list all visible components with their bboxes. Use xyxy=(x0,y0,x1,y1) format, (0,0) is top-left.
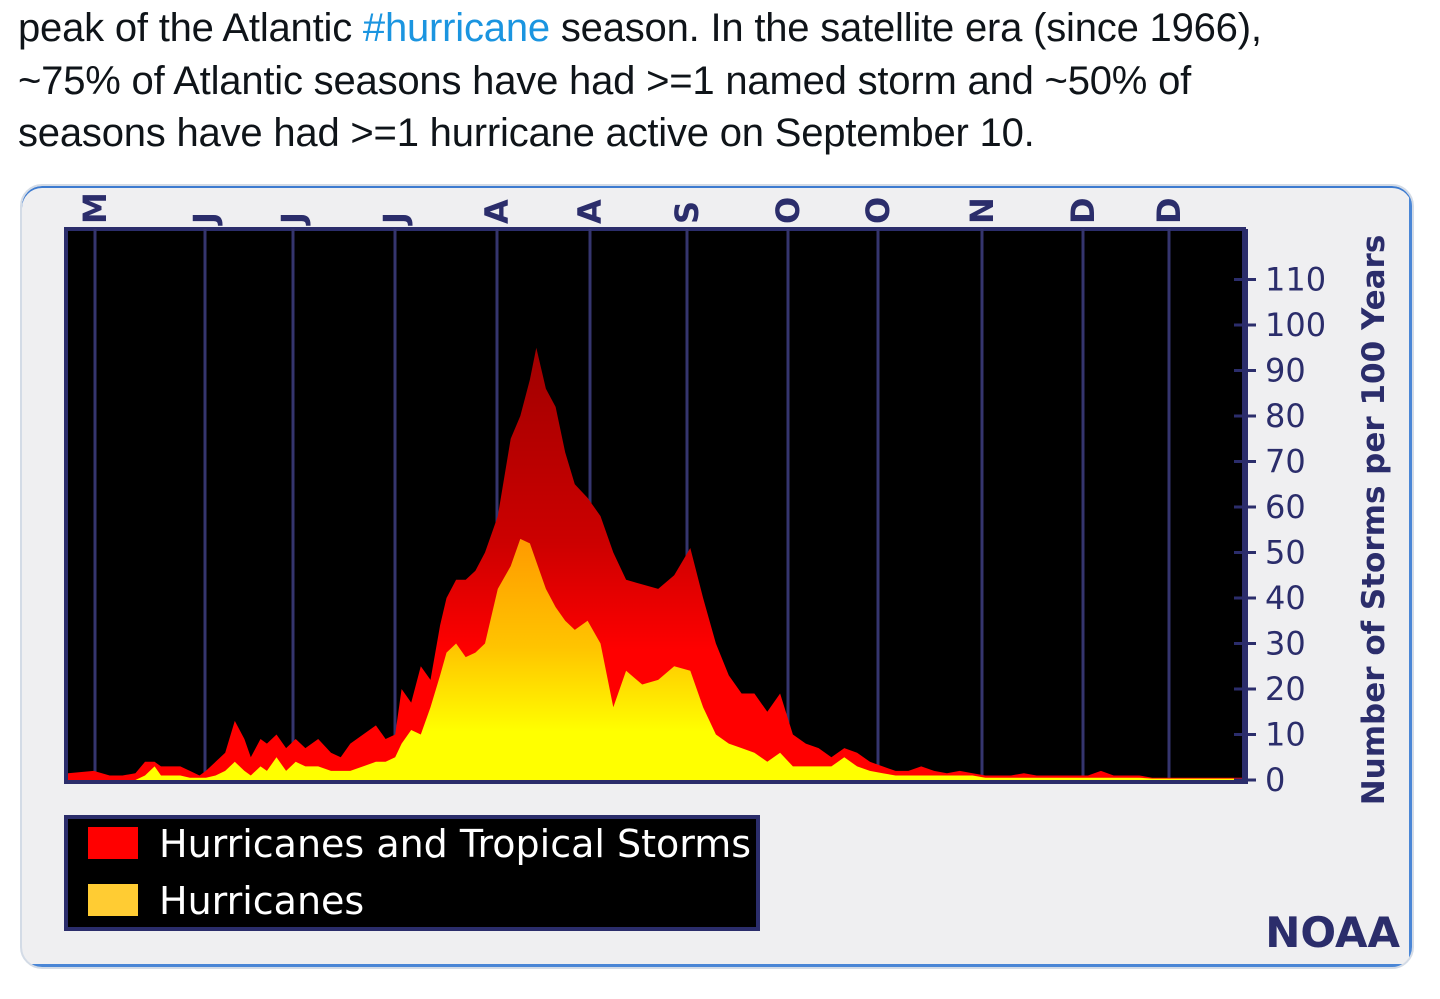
tweet-line-1-pre: peak of the Atlantic xyxy=(18,6,363,50)
month-label: O xyxy=(859,197,897,224)
month-label: J xyxy=(376,212,414,226)
y-tick-label: 90 xyxy=(1265,352,1306,390)
tweet-media-image[interactable]: M J J J A A S O O N D D 0 10 20 30 40 50 60 70 80 90 100 110 N… xyxy=(20,184,1414,969)
month-label: A xyxy=(478,199,516,224)
tweet-line-3: seasons have had >=1 hurricane active on… xyxy=(18,111,1035,155)
month-label: M xyxy=(76,192,114,224)
month-label: A xyxy=(571,199,609,224)
month-label: D xyxy=(1064,197,1102,224)
y-tick-label: 80 xyxy=(1265,397,1306,435)
month-label: J xyxy=(274,212,312,226)
y-axis-title: Number of Storms per 100 Years xyxy=(1356,235,1392,806)
legend-background xyxy=(64,815,760,931)
noaa-credit: NOAA xyxy=(1265,908,1400,957)
month-label: J xyxy=(186,212,224,226)
y-axis-ticks: 0 10 20 30 40 50 60 70 80 90 100 110 xyxy=(1234,261,1326,799)
y-tick-label: 70 xyxy=(1265,443,1306,481)
y-tick-label: 110 xyxy=(1265,261,1326,299)
y-tick-label: 30 xyxy=(1265,625,1306,663)
tweet-line-1: peak of the Atlantic #hurricane season. … xyxy=(18,2,1418,55)
y-tick-label: 40 xyxy=(1265,579,1306,617)
y-tick-label: 20 xyxy=(1265,670,1306,708)
legend-swatch-hurricanes xyxy=(88,884,138,916)
legend: Hurricanes and Tropical Storms Hurricane… xyxy=(64,815,760,931)
month-label: O xyxy=(769,197,807,224)
hashtag-link[interactable]: #hurricane xyxy=(362,6,550,50)
legend-label-hurricanes: Hurricanes xyxy=(159,879,364,923)
y-tick-label: 10 xyxy=(1265,716,1306,754)
month-label: D xyxy=(1150,197,1188,224)
tweet-line-1-post: season. In the satellite era (since 1966… xyxy=(549,6,1262,50)
y-tick-label: 0 xyxy=(1265,761,1285,799)
tweet-line-2: ~75% of Atlantic seasons have had >=1 na… xyxy=(18,58,1192,103)
storm-climatology-chart: M J J J A A S O O N D D 0 10 20 30 40 50 60 70 80 90 100 110 N… xyxy=(64,192,1400,957)
tweet-text: peak of the Atlantic #hurricane season. … xyxy=(18,2,1418,160)
series-area-hurricanes xyxy=(68,538,1242,780)
legend-label-storms: Hurricanes and Tropical Storms xyxy=(159,822,751,866)
month-label: S xyxy=(668,201,706,224)
y-tick-label: 100 xyxy=(1265,306,1326,344)
legend-swatch-storms xyxy=(88,827,138,859)
month-label: N xyxy=(963,197,1001,224)
y-tick-label: 60 xyxy=(1265,488,1306,526)
y-tick-label: 50 xyxy=(1265,534,1306,572)
